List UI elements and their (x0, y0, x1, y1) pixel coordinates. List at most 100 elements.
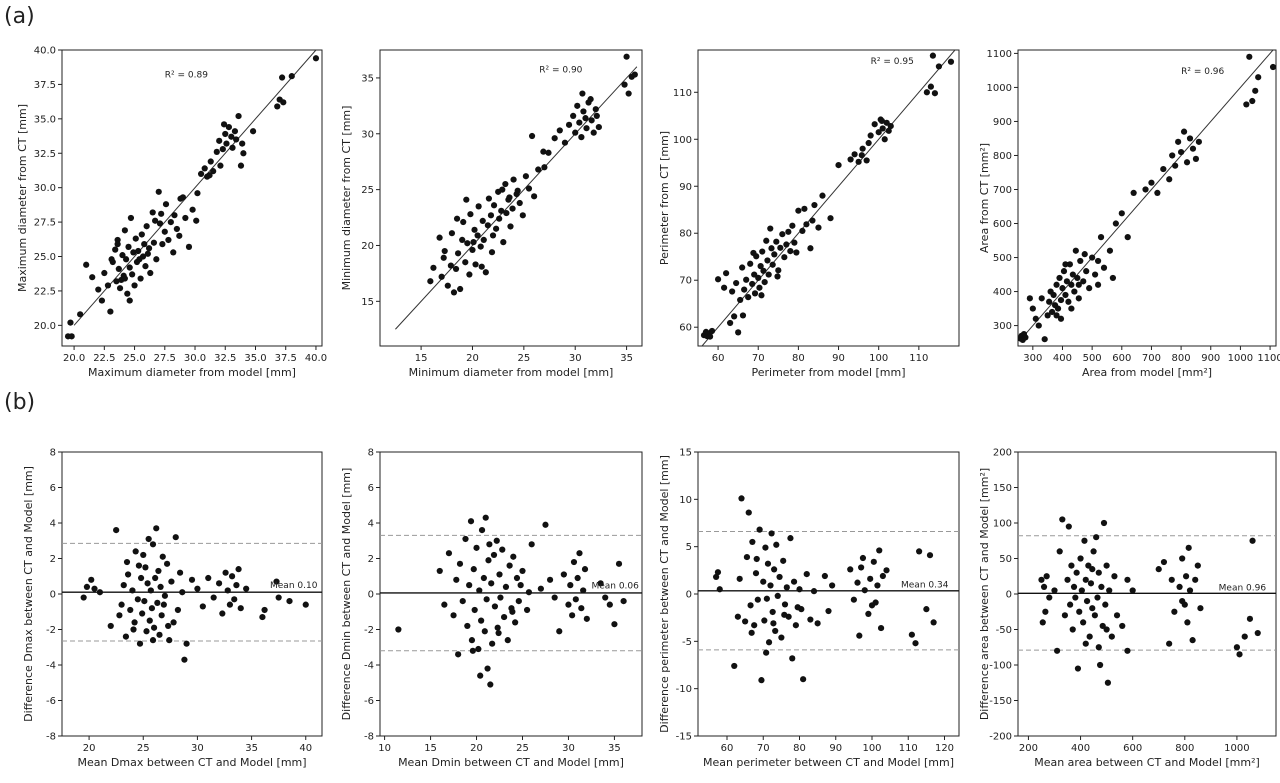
data-point (787, 535, 794, 542)
x-tick-label: 22.5 (93, 353, 115, 364)
data-point (1082, 576, 1089, 583)
y-tick-label: -8 (364, 732, 374, 743)
data-point (881, 136, 888, 143)
data-point (1175, 138, 1182, 145)
data-point (765, 639, 773, 646)
data-point (1255, 74, 1262, 81)
data-point (1068, 305, 1075, 312)
data-point (166, 637, 173, 644)
data-point (148, 605, 156, 612)
data-point (1075, 295, 1082, 302)
data-point (773, 238, 780, 245)
data-point (129, 271, 136, 278)
data-point (210, 168, 217, 175)
data-point (210, 594, 217, 601)
data-point (625, 90, 632, 97)
data-point (580, 587, 587, 594)
y-tick-label: 5 (686, 542, 692, 553)
data-point (854, 579, 861, 586)
data-point (457, 285, 464, 293)
y-tick-label: 300 (993, 321, 1012, 332)
data-point (1056, 274, 1063, 282)
data-point (745, 294, 752, 301)
data-point (145, 535, 152, 543)
data-point (763, 649, 770, 656)
data-point (883, 567, 890, 574)
y-tick-label: 30.0 (34, 183, 56, 194)
data-point (1035, 322, 1042, 329)
data-point (1060, 268, 1068, 275)
axes-frame (697, 451, 960, 737)
data-point (491, 603, 499, 610)
data-point (745, 509, 752, 516)
data-point (104, 282, 112, 289)
data-point (142, 263, 149, 270)
data-point (122, 633, 130, 640)
data-point (755, 274, 762, 281)
data-point (1124, 647, 1131, 654)
data-point (1269, 63, 1276, 71)
data-point (1195, 138, 1202, 145)
data-point (1142, 186, 1149, 193)
data-point (847, 566, 854, 573)
data-point (620, 598, 627, 605)
data-point (1094, 257, 1102, 265)
data-point (858, 564, 865, 571)
data-point (156, 220, 164, 227)
data-point (540, 148, 547, 155)
data-point (1192, 576, 1199, 583)
y-tick-label: -6 (364, 696, 374, 707)
data-point (1111, 573, 1118, 580)
data-point (1169, 152, 1176, 159)
data-point (1083, 598, 1091, 605)
data-point (502, 583, 510, 591)
data-point (735, 329, 742, 336)
x-tick-label: 70 (757, 743, 770, 754)
data-point (470, 566, 477, 573)
annotation-label: Mean 0.96 (1219, 583, 1267, 593)
data-point (515, 598, 522, 605)
data-point (495, 629, 502, 637)
data-point (273, 578, 280, 585)
x-tick-label: 500 (1083, 353, 1102, 364)
data-point (790, 578, 798, 585)
data-point (177, 195, 184, 202)
data-point (771, 566, 778, 573)
data-point (147, 269, 154, 277)
data-point (721, 284, 728, 291)
x-tick-label: 80 (793, 743, 806, 754)
data-point (459, 236, 466, 243)
data-point (739, 264, 746, 271)
data-point (302, 601, 309, 608)
data-point (172, 534, 179, 541)
data-point (1118, 210, 1125, 217)
data-point (477, 243, 484, 250)
data-point (727, 319, 734, 327)
data-point (916, 548, 923, 555)
x-tick-label: 25 (516, 743, 529, 754)
data-point (1080, 278, 1087, 285)
data-point (1254, 629, 1261, 637)
data-point (101, 269, 108, 277)
data-point (821, 572, 828, 580)
data-point (445, 550, 453, 557)
data-point (1053, 647, 1061, 654)
x-tick-label: 25 (517, 353, 530, 364)
data-point (478, 617, 485, 624)
data-point (887, 123, 894, 130)
data-point (224, 587, 231, 594)
data-point (1067, 601, 1074, 608)
data-point (1166, 640, 1173, 647)
data-point (733, 279, 740, 287)
data-point (781, 611, 788, 618)
data-point (795, 207, 802, 214)
data-point (556, 628, 563, 635)
data-point (152, 574, 159, 582)
data-point (447, 262, 454, 269)
data-point (487, 681, 494, 688)
data-point (222, 130, 229, 138)
data-point (158, 210, 165, 217)
chart-a2: 15 20 25 30 35 15 20 25 30 35 Minimum diameter fro… (340, 49, 643, 379)
data-point (223, 140, 230, 147)
data-point (1041, 336, 1048, 343)
